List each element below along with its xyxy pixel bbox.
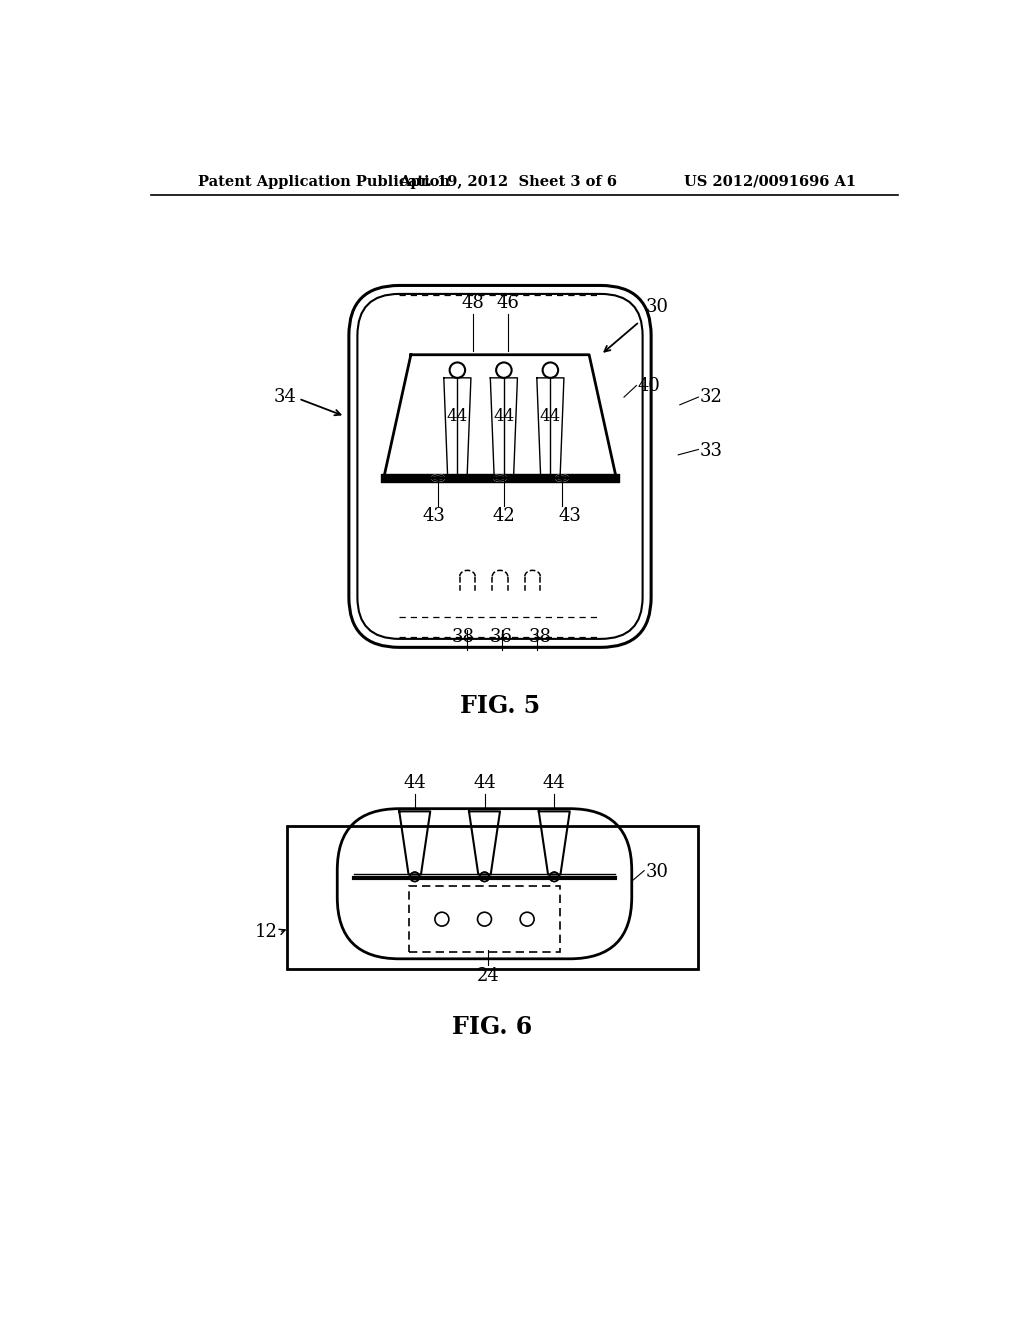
Text: 42: 42 bbox=[493, 507, 515, 525]
Text: 30: 30 bbox=[646, 298, 669, 317]
Text: 40: 40 bbox=[638, 376, 660, 395]
Text: 32: 32 bbox=[700, 388, 723, 407]
Text: FIG. 5: FIG. 5 bbox=[460, 693, 540, 718]
Text: 12: 12 bbox=[255, 923, 278, 941]
Text: 44: 44 bbox=[494, 408, 514, 425]
Text: 44: 44 bbox=[543, 774, 565, 792]
Text: 44: 44 bbox=[540, 408, 561, 425]
Text: 34: 34 bbox=[274, 388, 297, 407]
Circle shape bbox=[411, 873, 419, 880]
Text: Patent Application Publication: Patent Application Publication bbox=[198, 174, 450, 189]
Text: 44: 44 bbox=[473, 774, 496, 792]
Text: US 2012/0091696 A1: US 2012/0091696 A1 bbox=[684, 174, 856, 189]
Text: 44: 44 bbox=[403, 774, 426, 792]
Text: 43: 43 bbox=[423, 507, 445, 525]
Bar bbox=[287, 826, 697, 969]
Text: 38: 38 bbox=[528, 628, 552, 645]
Text: 30: 30 bbox=[646, 863, 669, 882]
Text: FIG. 6: FIG. 6 bbox=[453, 1015, 532, 1039]
Circle shape bbox=[550, 873, 558, 880]
Circle shape bbox=[480, 873, 488, 880]
Text: 48: 48 bbox=[462, 294, 484, 313]
Text: 24: 24 bbox=[477, 966, 500, 985]
Text: 43: 43 bbox=[558, 507, 582, 525]
Text: 46: 46 bbox=[497, 294, 519, 313]
Bar bbox=[409, 886, 560, 952]
Text: 36: 36 bbox=[490, 628, 513, 645]
Text: 44: 44 bbox=[446, 408, 468, 425]
Text: 38: 38 bbox=[452, 628, 474, 645]
Text: 33: 33 bbox=[700, 442, 723, 459]
Text: Apr. 19, 2012  Sheet 3 of 6: Apr. 19, 2012 Sheet 3 of 6 bbox=[398, 174, 616, 189]
